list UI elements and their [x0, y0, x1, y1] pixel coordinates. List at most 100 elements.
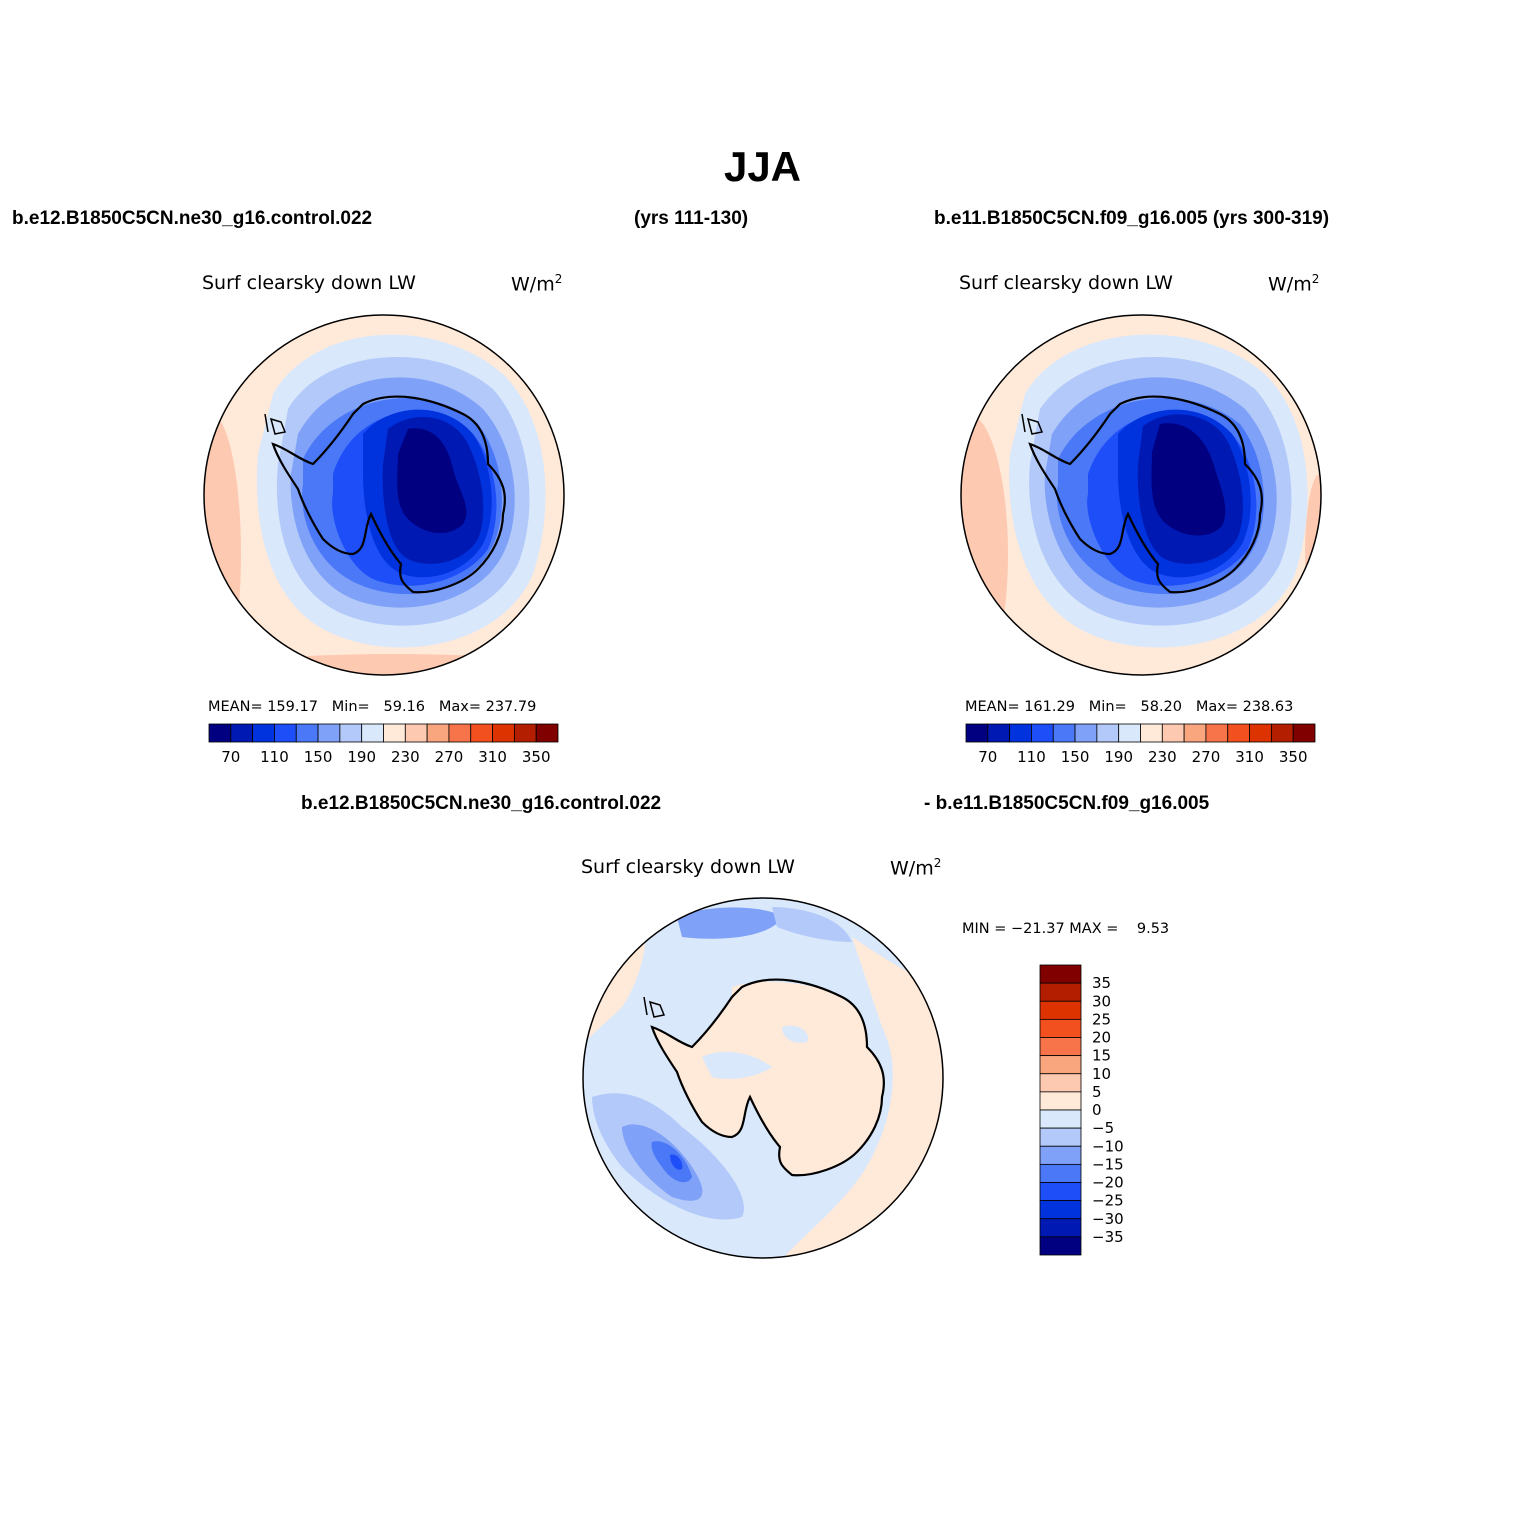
colorbar-case1-tick-label: 230 [391, 748, 420, 766]
colorbar-case2-swatch-10 [1183, 723, 1207, 743]
colorbar-difference-swatch-7 [1039, 1091, 1082, 1111]
diff-label-a: b.e12.B1850C5CN.ne30_g16.control.022 [301, 793, 662, 814]
panel1-stats: MEAN= 159.17 Min= 59.16 Max= 237.79 [208, 699, 537, 715]
colorbar-difference-swatch-11 [1039, 1163, 1082, 1183]
colorbar-case2: 70 110 150 190 230 270 310 350 [965, 723, 1316, 766]
map-panel-case1 [203, 314, 565, 676]
colorbar-case1-tick-label: 70 [221, 748, 240, 766]
colorbar-difference-tick-label: 0 [1092, 1101, 1102, 1119]
colorbar-case2-swatch-14 [1270, 723, 1294, 743]
colorbar-case1-tick-label: 110 [260, 748, 289, 766]
colorbar-case1-swatch-1 [230, 723, 254, 743]
colorbar-difference-tick-label: −35 [1092, 1228, 1124, 1246]
colorbar-difference-swatch-0 [1039, 964, 1082, 984]
map-panel-case2 [960, 314, 1322, 676]
colorbar-difference-tick-label: −20 [1092, 1174, 1124, 1192]
case1-label: b.e12.B1850C5CN.ne30_g16.control.022 [12, 208, 373, 229]
colorbar-case2-tick-label: 230 [1148, 748, 1177, 766]
colorbar-case1-swatch-3 [274, 723, 297, 743]
colorbar-difference-tick-label: −15 [1092, 1155, 1124, 1173]
colorbar-case2-swatch-8 [1140, 723, 1163, 743]
colorbar-case2-tick-label: 110 [1017, 748, 1046, 766]
antarctica-coastline [650, 978, 885, 1177]
colorbar-case1-swatch-0 [208, 723, 232, 743]
colorbar-difference-swatch-1 [1039, 982, 1082, 1002]
colorbar-difference-tick-label: 15 [1092, 1047, 1111, 1065]
panel2-variable: Surf clearsky down LW [959, 272, 1173, 294]
colorbar-case2-swatch-13 [1249, 723, 1272, 743]
colorbar-difference-swatch-9 [1039, 1127, 1082, 1147]
colorbar-case2-tick-label: 350 [1279, 748, 1308, 766]
colorbar-case2-swatch-12 [1227, 723, 1250, 743]
colorbar-case1-swatch-4 [295, 723, 319, 743]
colorbar-case1-tick-label: 270 [435, 748, 464, 766]
season-title: JJA [723, 143, 802, 190]
colorbar-difference-swatch-14 [1039, 1218, 1082, 1238]
colorbar-case1-swatch-7 [361, 723, 384, 743]
colorbar-difference-swatch-6 [1039, 1073, 1082, 1093]
colorbar-case1-swatch-14 [513, 723, 537, 743]
colorbar-case1-swatch-9 [404, 723, 428, 743]
colorbar-case1-swatch-5 [317, 723, 341, 743]
colorbar-case2-tick-label: 270 [1192, 748, 1221, 766]
colorbar-case2-tick-label: 150 [1061, 748, 1090, 766]
colorbar-difference-tick-label: 30 [1092, 992, 1111, 1010]
colorbar-case2-swatch-6 [1096, 723, 1120, 743]
panel2-units: W/m2 [1268, 272, 1320, 296]
colorbar-difference-swatch-5 [1039, 1055, 1082, 1075]
panel1-units: W/m2 [511, 272, 563, 296]
colorbar-case2-swatch-15 [1292, 723, 1316, 743]
map-panel-difference [582, 897, 944, 1259]
colorbar-case1-tick-label: 350 [522, 748, 551, 766]
colorbar-case2-swatch-1 [987, 723, 1011, 743]
colorbar-case2-swatch-9 [1161, 723, 1185, 743]
colorbar-case2-tick-label: 190 [1104, 748, 1133, 766]
colorbar-difference-tick-label: −10 [1092, 1137, 1124, 1155]
colorbar-case1-tick-label: 310 [478, 748, 507, 766]
panel2-stats: MEAN= 161.29 Min= 58.20 Max= 238.63 [965, 699, 1294, 715]
colorbar-case2-tick-label: 310 [1235, 748, 1264, 766]
colorbar-difference-swatch-12 [1039, 1182, 1082, 1202]
colorbar-difference-tick-label: 25 [1092, 1010, 1111, 1028]
colorbar-case1-swatch-10 [426, 723, 450, 743]
colorbar-case1-swatch-6 [339, 723, 363, 743]
colorbar-difference-tick-label: −5 [1092, 1119, 1114, 1137]
case1-years: (yrs 111-130) [634, 208, 749, 229]
panel1-variable: Surf clearsky down LW [202, 272, 416, 294]
antarctica-coastline [1028, 395, 1263, 594]
colorbar-case2-swatch-0 [965, 723, 989, 743]
colorbar-difference-tick-label: 5 [1092, 1083, 1102, 1101]
colorbar-difference-swatch-3 [1039, 1018, 1082, 1038]
colorbar-case2-tick-label: 70 [978, 748, 997, 766]
colorbar-case1: 70 110 150 190 230 270 310 350 [208, 723, 559, 766]
colorbar-difference-swatch-2 [1039, 1000, 1082, 1020]
colorbar-case2-swatch-5 [1074, 723, 1098, 743]
diff-units: W/m2 [890, 856, 942, 880]
colorbar-difference-swatch-8 [1039, 1109, 1082, 1129]
antarctica-coastline [271, 395, 506, 594]
colorbar-difference-swatch-10 [1039, 1145, 1082, 1165]
colorbar-difference-swatch-4 [1039, 1037, 1082, 1057]
colorbar-difference-tick-label: −25 [1092, 1192, 1124, 1210]
case2-label: b.e11.B1850C5CN.f09_g16.005 (yrs 300-319… [934, 208, 1330, 229]
colorbar-difference-swatch-15 [1039, 1236, 1082, 1256]
diff-stats: MIN = −21.37 MAX = 9.53 [962, 921, 1170, 937]
colorbar-difference-swatch-13 [1039, 1200, 1082, 1220]
colorbar-case2-swatch-2 [1009, 723, 1032, 743]
colorbar-case1-swatch-11 [448, 723, 472, 743]
colorbar-case1-swatch-13 [492, 723, 515, 743]
colorbar-case1-swatch-15 [535, 723, 559, 743]
colorbar-case2-swatch-4 [1052, 723, 1076, 743]
colorbar-case2-swatch-3 [1031, 723, 1054, 743]
colorbar-difference-tick-label: 10 [1092, 1065, 1111, 1083]
colorbar-difference-tick-label: 20 [1092, 1029, 1111, 1047]
colorbar-case1-tick-label: 150 [304, 748, 333, 766]
colorbar-difference-tick-label: −30 [1092, 1210, 1124, 1228]
colorbar-difference-tick-label: 35 [1092, 974, 1111, 992]
colorbar-case2-swatch-7 [1118, 723, 1141, 743]
diff-variable: Surf clearsky down LW [581, 856, 795, 878]
colorbar-case1-swatch-2 [252, 723, 275, 743]
colorbar-case1-tick-label: 190 [347, 748, 376, 766]
colorbar-case2-swatch-11 [1205, 723, 1229, 743]
